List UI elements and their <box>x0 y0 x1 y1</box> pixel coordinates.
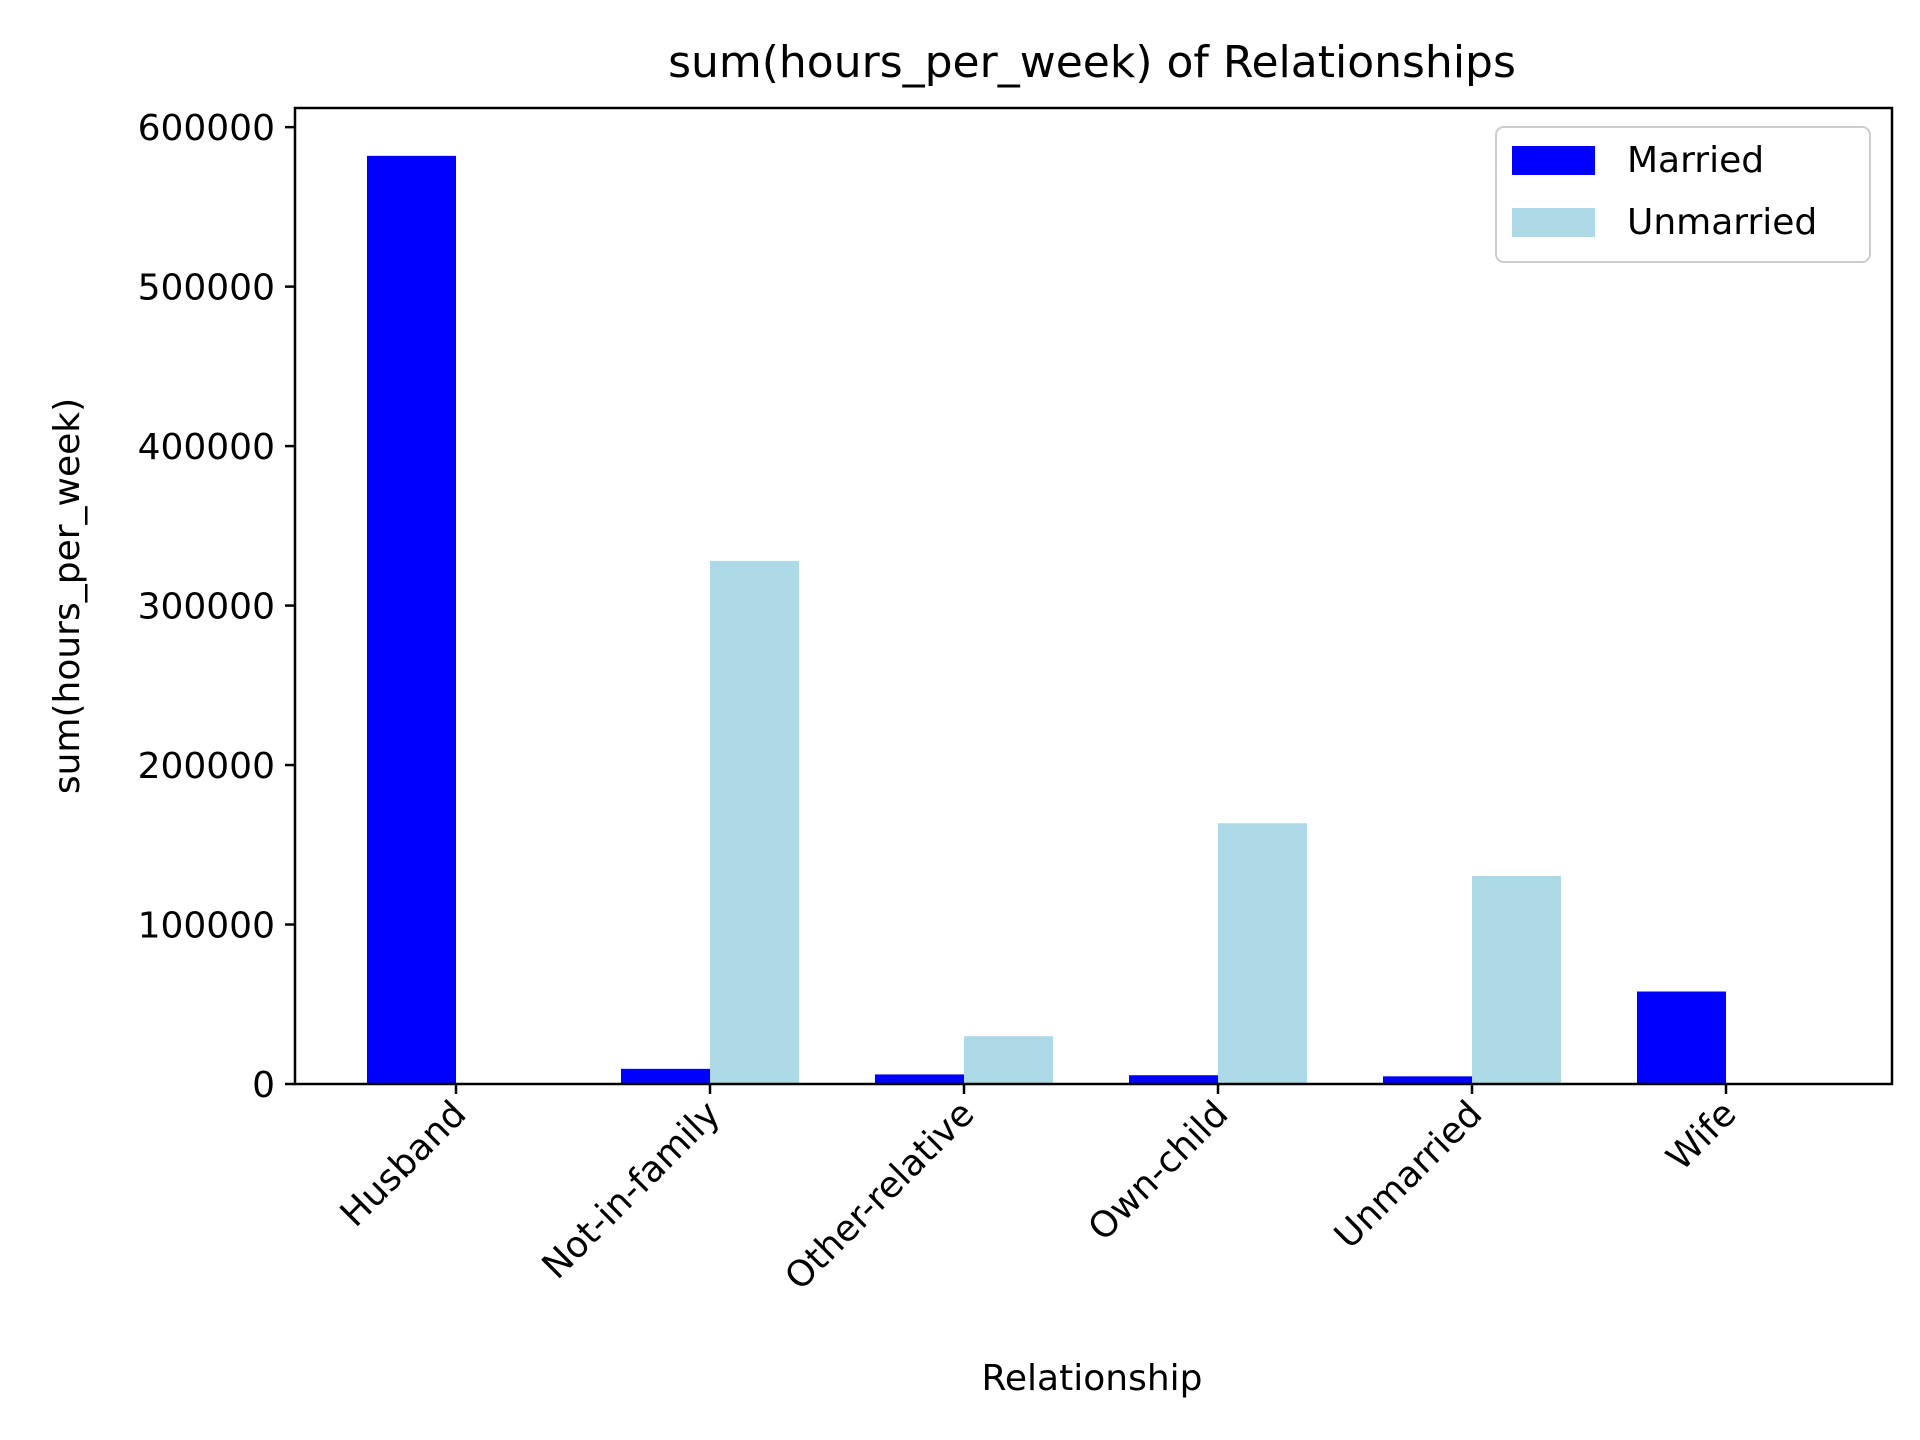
y-tick-label: 0 <box>252 1065 275 1106</box>
x-axis: Husband Not-in-family Other-relative Own-ch… <box>333 1084 1744 1298</box>
y-tick-label: 100000 <box>138 906 275 947</box>
y-tick-label: 400000 <box>138 427 275 468</box>
x-tick-label: Own-child <box>1081 1093 1237 1249</box>
y-tick-label: 300000 <box>138 587 275 628</box>
bar-unmarried-other-relative <box>964 1036 1053 1084</box>
y-axis-label: sum(hours_per_week) <box>47 398 88 794</box>
plot-frame <box>293 106 1894 1086</box>
bar-unmarried-own-child <box>1218 823 1307 1084</box>
bars-layer <box>367 155 1726 1084</box>
legend-label-unmarried: Unmarried <box>1627 202 1817 243</box>
y-tick-label: 600000 <box>138 108 275 149</box>
legend: Married Unmarried <box>1495 126 1871 263</box>
bar-married-wife <box>1637 991 1726 1084</box>
y-tick-label: 500000 <box>138 268 275 309</box>
x-tick-label: Wife <box>1659 1093 1744 1178</box>
bar-married-not-in-family <box>621 1068 710 1084</box>
bar-married-unmarried <box>1383 1076 1472 1084</box>
bar-married-own-child <box>1129 1075 1218 1084</box>
x-axis-label: Relationship <box>982 1358 1203 1399</box>
chart-title: sum(hours_per_week) of Relationships <box>668 37 1516 88</box>
legend-swatch-unmarried <box>1512 208 1595 237</box>
bar-unmarried-not-in-family <box>710 560 799 1084</box>
x-tick-label: Not-in-family <box>535 1093 729 1287</box>
x-tick-label: Unmarried <box>1327 1093 1491 1257</box>
legend-label-married: Married <box>1627 140 1764 181</box>
x-tick-label: Other-relative <box>778 1093 983 1298</box>
x-tick-label: Husband <box>333 1093 475 1235</box>
y-tick-label: 200000 <box>138 746 275 787</box>
bar-married-other-relative <box>875 1074 964 1084</box>
legend-swatch-married <box>1512 146 1595 175</box>
y-axis: 0 100000 200000 300000 400000 500000 600000 <box>138 108 295 1106</box>
bar-married-husband <box>367 155 456 1084</box>
bar-unmarried-unmarried <box>1472 875 1561 1084</box>
